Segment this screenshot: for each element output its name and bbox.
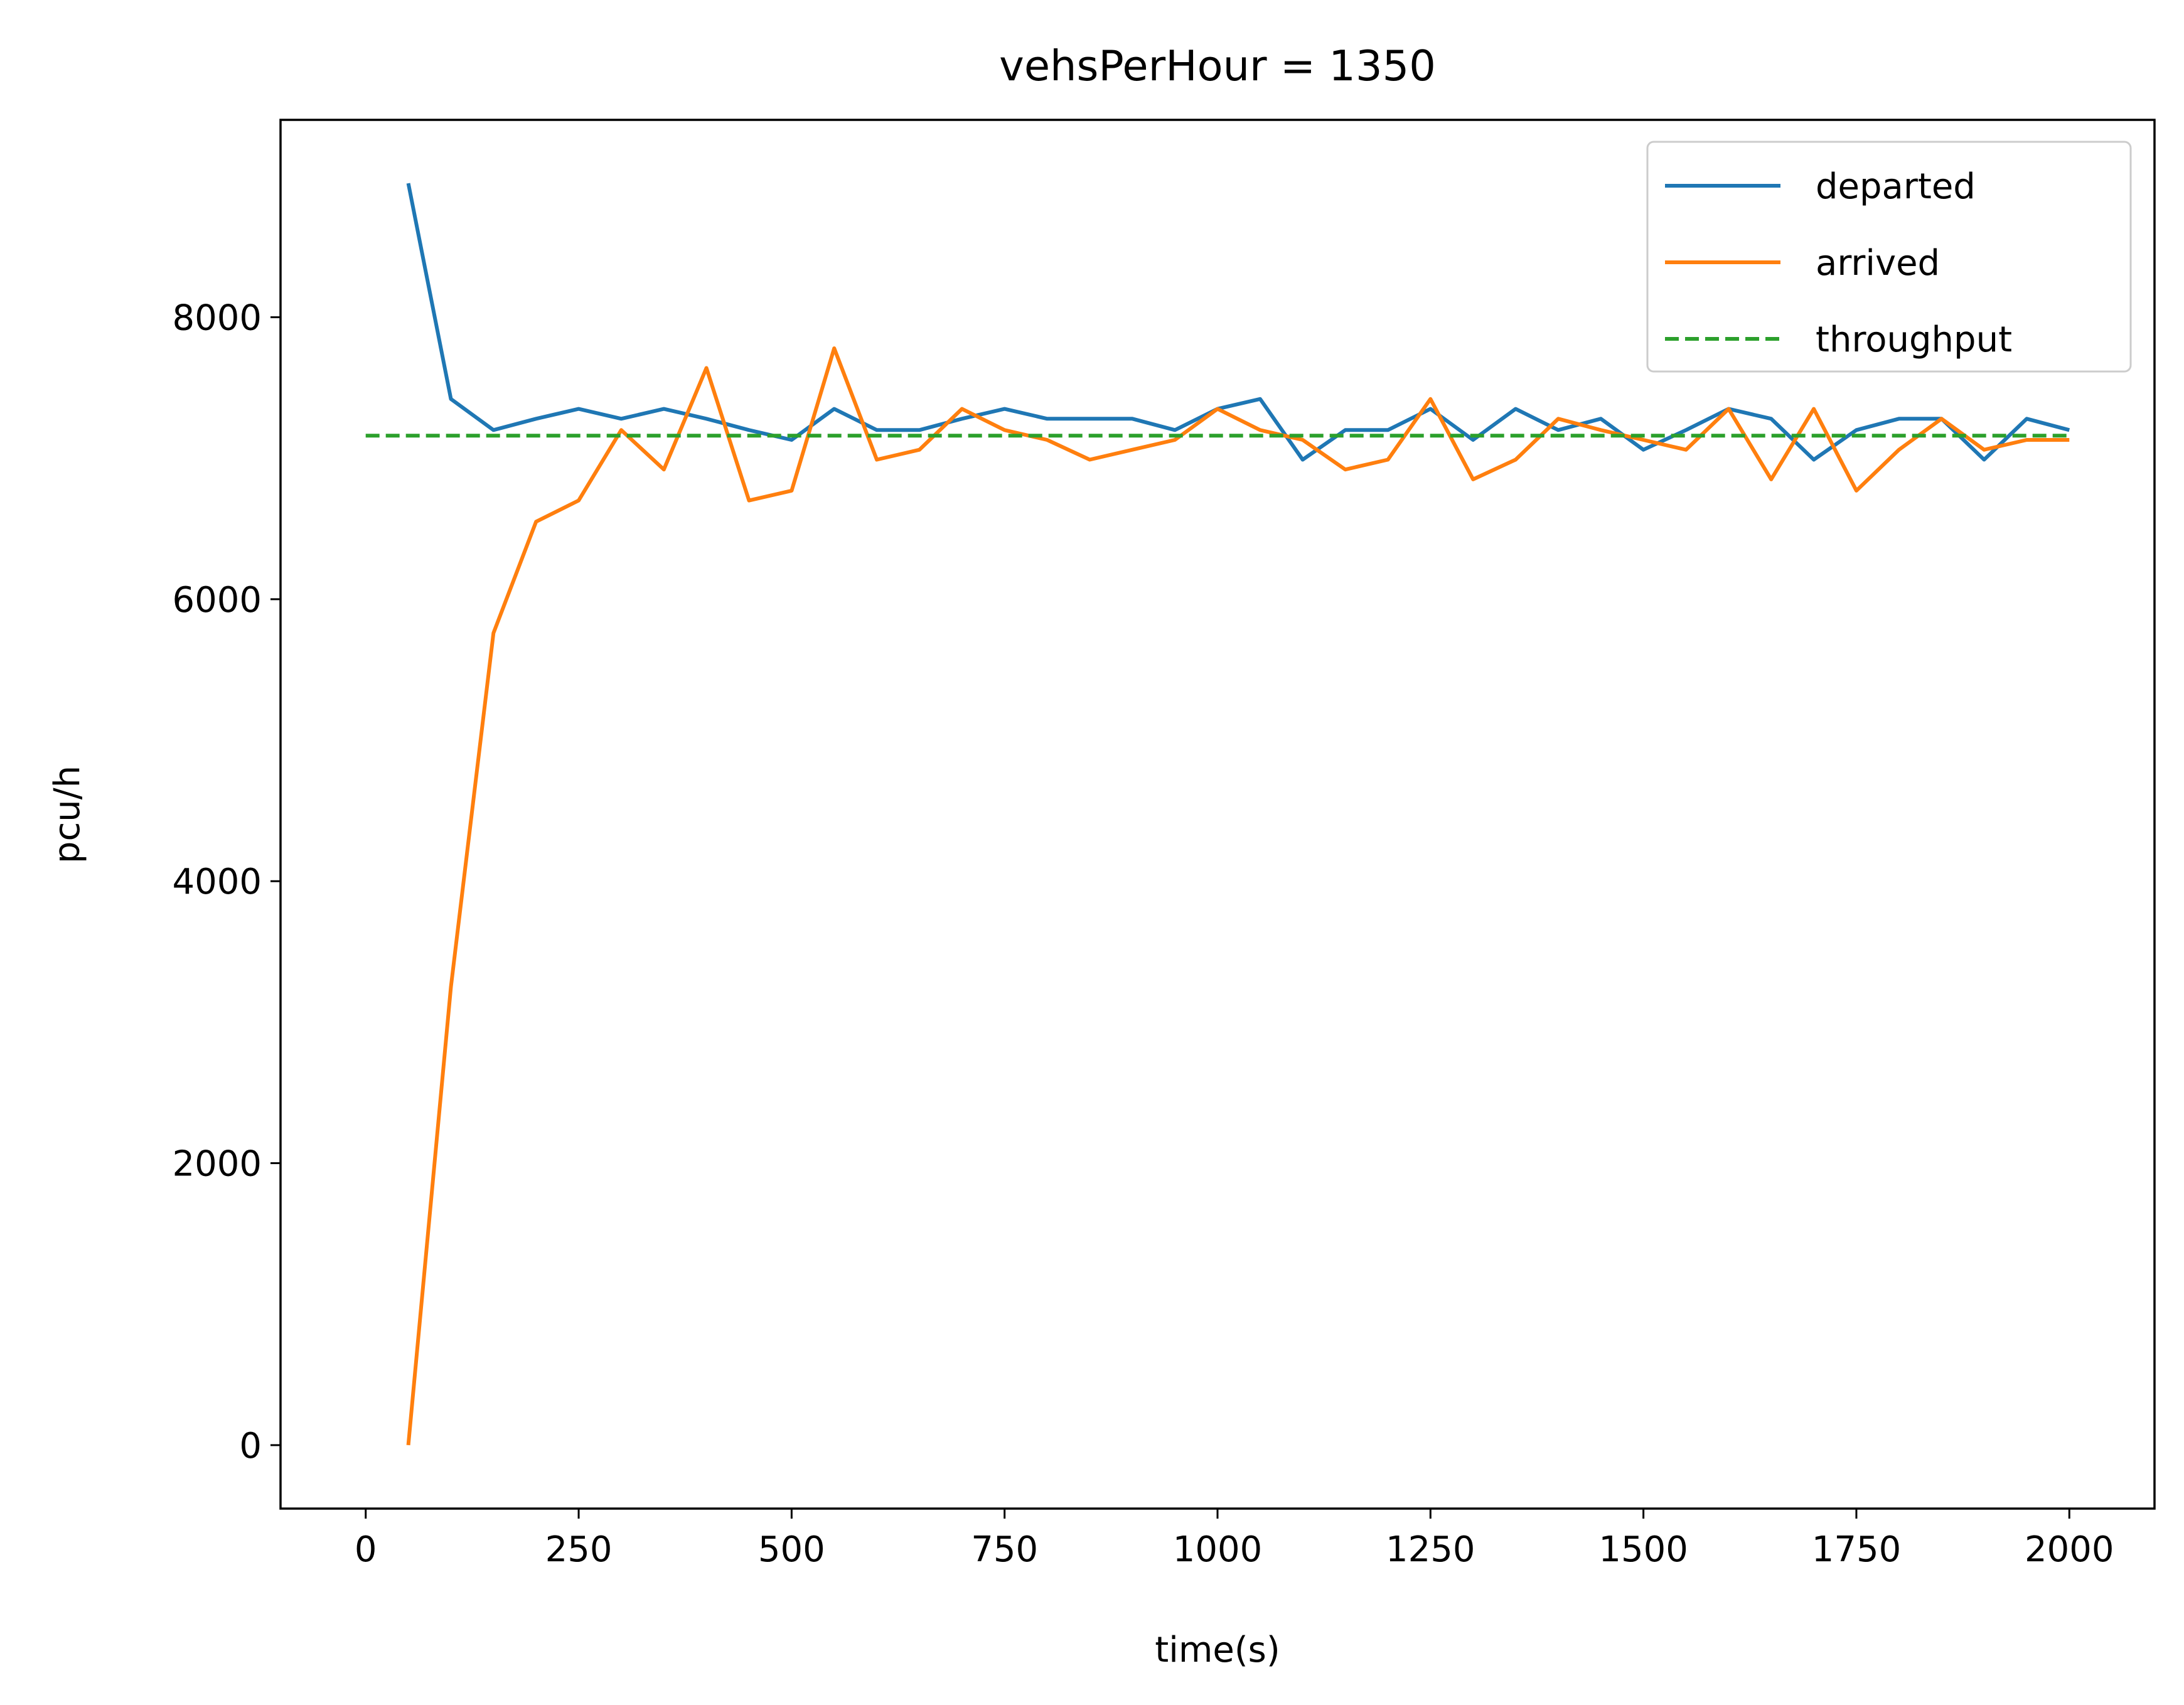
x-tick-label: 0 <box>355 1529 377 1570</box>
x-axis: 0 250 500 750 1000 1250 1500 1750 2000 <box>355 1509 2114 1570</box>
legend-label-throughput: throughput <box>1816 319 2012 360</box>
x-tick-label: 2000 <box>2025 1529 2114 1570</box>
x-axis-label: time(s) <box>1155 1630 1280 1670</box>
x-tick-label: 250 <box>545 1529 613 1570</box>
series-line-departed <box>406 183 2070 462</box>
y-tick-label: 0 <box>239 1426 262 1467</box>
x-tick-label: 1250 <box>1386 1529 1475 1570</box>
legend: departed arrived throughput <box>1646 141 2132 373</box>
x-tick-label: 500 <box>758 1529 825 1570</box>
series-line-arrived <box>406 346 2070 1446</box>
y-axis: 0 2000 4000 6000 8000 <box>172 298 281 1467</box>
x-tick-label: 1000 <box>1173 1529 1263 1570</box>
x-tick-label: 750 <box>971 1529 1038 1570</box>
y-tick-label: 4000 <box>172 862 262 902</box>
x-tick-label: 1500 <box>1598 1529 1688 1570</box>
legend-box <box>1646 141 2132 373</box>
legend-label-departed: departed <box>1816 166 1976 207</box>
legend-label-arrived: arrived <box>1816 243 1940 284</box>
x-tick-label: 1750 <box>1812 1529 1902 1570</box>
y-tick-label: 2000 <box>172 1144 262 1185</box>
y-tick-label: 6000 <box>172 580 262 621</box>
chart-title: vehsPerHour = 1350 <box>999 41 1436 90</box>
series-layer <box>365 183 2070 1446</box>
y-tick-label: 8000 <box>172 298 262 339</box>
y-axis-label: pcu/h <box>47 766 88 863</box>
